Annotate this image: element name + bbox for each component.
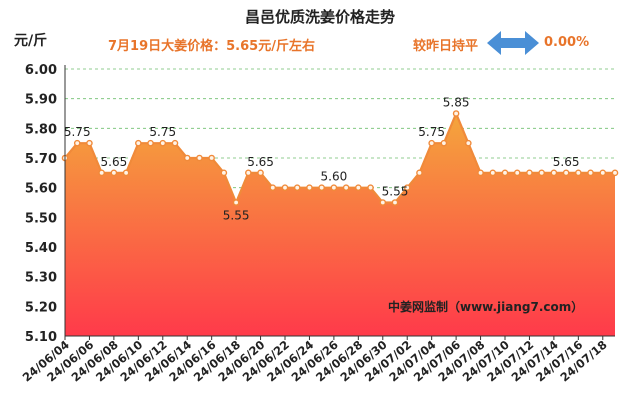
data-point (110, 169, 118, 177)
data-label: 5.65 (553, 155, 580, 169)
data-point (379, 199, 387, 206)
data-point (452, 110, 460, 117)
current-price-text: 7月19日大姜价格：5.65元/斤左右 (108, 39, 315, 54)
data-point (281, 184, 289, 191)
data-point (526, 169, 533, 177)
data-label: 5.55 (223, 209, 250, 223)
data-label: 5.75 (418, 125, 445, 139)
data-point (269, 184, 277, 191)
data-point (122, 169, 130, 177)
data-point (367, 184, 374, 191)
series-line (64, 110, 615, 206)
y-tick-label: 5.60 (25, 182, 57, 197)
data-point (208, 154, 215, 162)
data-point (232, 199, 240, 206)
data-point (599, 169, 607, 177)
double-arrow-icon (487, 31, 539, 55)
y-tick-label: 5.50 (25, 211, 57, 226)
y-tick-label: 5.40 (25, 241, 57, 256)
data-point (440, 139, 448, 147)
data-label: 5.85 (443, 96, 470, 110)
data-point (306, 184, 313, 191)
y-tick-label: 5.30 (25, 271, 57, 286)
data-point (562, 169, 570, 177)
data-point (428, 139, 435, 147)
data-point (355, 184, 362, 191)
data-label: 5.75 (64, 125, 91, 139)
data-point (183, 154, 191, 162)
data-point (220, 169, 228, 177)
data-point (293, 184, 301, 191)
data-point (391, 199, 399, 206)
data-labels: 5.75 5.65 5.75 5.55 5.65 5.60 5.55 5.75 5.85 5.65 (64, 96, 580, 223)
data-point (342, 184, 350, 191)
y-tick-label: 5.20 (25, 300, 57, 315)
data-point (135, 139, 142, 147)
data-point (73, 139, 81, 147)
data-point (257, 169, 264, 177)
data-label: 5.65 (101, 155, 128, 169)
data-point (611, 169, 619, 177)
data-point (330, 184, 338, 191)
data-point (98, 169, 105, 177)
compare-label: 较昨日持平 (413, 39, 479, 54)
area-series (61, 110, 619, 336)
data-point (465, 139, 472, 147)
watermark-text: 中姜网监制（www.jiang7.com） (388, 299, 583, 314)
data-point (196, 154, 203, 162)
data-label: 5.65 (247, 155, 274, 169)
data-label: 5.75 (149, 125, 176, 139)
data-point (550, 169, 558, 177)
y-tick-label: 6.00 (25, 63, 57, 78)
data-point (416, 169, 423, 177)
y-tick-label: 5.90 (25, 93, 57, 108)
y-axis-unit: 元/斤 (14, 33, 48, 49)
data-point (587, 169, 594, 177)
data-point (489, 169, 497, 177)
data-label: 5.55 (382, 185, 409, 199)
data-point (501, 169, 509, 177)
y-tick-label: 5.80 (25, 122, 57, 137)
data-point (403, 184, 411, 191)
data-point (538, 169, 545, 177)
data-point (477, 169, 484, 177)
data-point (147, 139, 154, 147)
area-fill (65, 113, 615, 336)
data-point (86, 139, 93, 147)
chart-title: 昌邑优质洗姜价格走势 (244, 8, 395, 26)
y-tick-label: 5.70 (25, 152, 57, 167)
data-point (513, 169, 521, 177)
data-point (245, 169, 252, 177)
data-point (575, 169, 582, 177)
data-point (159, 139, 167, 147)
data-label: 5.60 (321, 170, 348, 184)
data-point (171, 139, 179, 147)
y-tick-label: 5.10 (25, 330, 57, 345)
data-point (318, 184, 325, 191)
change-percent: 0.00% (544, 35, 590, 50)
